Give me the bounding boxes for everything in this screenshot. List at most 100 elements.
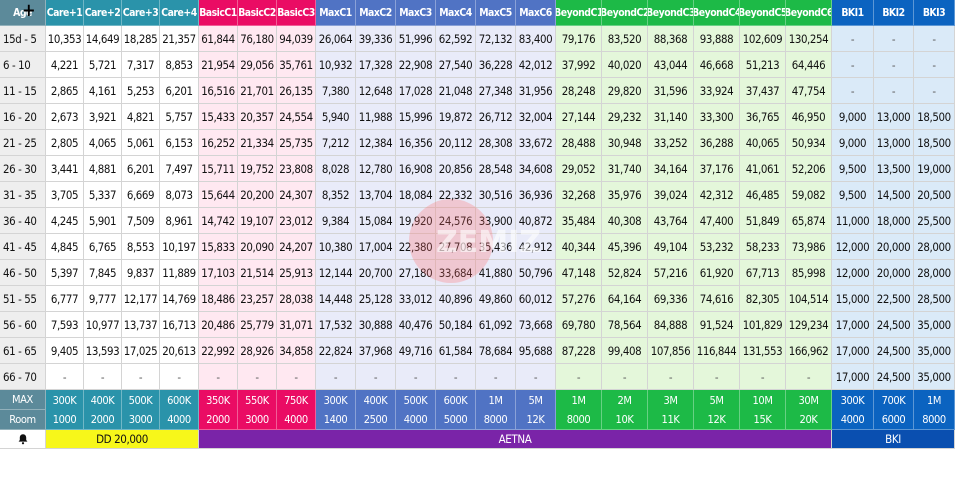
premium-cell: 36,228 bbox=[476, 52, 516, 78]
header-care3: Care+3 bbox=[122, 0, 160, 26]
premium-cell: 3,441 bbox=[46, 156, 84, 182]
max-value: 600K bbox=[160, 390, 199, 410]
premium-cell: 10,353 bbox=[46, 26, 84, 52]
premium-cell: 51,849 bbox=[740, 208, 786, 234]
premium-cell: 24,500 bbox=[874, 364, 914, 390]
premium-cell: 33,252 bbox=[648, 130, 694, 156]
max-value: 300K bbox=[832, 390, 874, 410]
premium-cell: 33,672 bbox=[516, 130, 556, 156]
premium-cell: 29,820 bbox=[602, 78, 648, 104]
premium-cell: 9,500 bbox=[832, 156, 874, 182]
premium-cell: - bbox=[602, 364, 648, 390]
premium-cell: 50,796 bbox=[516, 260, 556, 286]
premium-cell: 5,721 bbox=[84, 52, 122, 78]
premium-cell: 85,998 bbox=[786, 260, 832, 286]
premium-cell: 40,020 bbox=[602, 52, 648, 78]
premium-cell: - bbox=[874, 52, 914, 78]
premium-cell: 18,486 bbox=[199, 286, 238, 312]
premium-cell: 62,592 bbox=[436, 26, 476, 52]
room-value: 8000 bbox=[556, 410, 602, 430]
age-band: 31 - 35 bbox=[0, 182, 46, 208]
room-value: 6000 bbox=[874, 410, 914, 430]
premium-cell: 15,711 bbox=[199, 156, 238, 182]
age-band: 16 - 20 bbox=[0, 104, 46, 130]
premium-cell: 25,735 bbox=[277, 130, 316, 156]
premium-cell: 25,779 bbox=[238, 312, 277, 338]
premium-cell: 39,024 bbox=[648, 182, 694, 208]
premium-cell: 34,858 bbox=[277, 338, 316, 364]
premium-cell: 47,754 bbox=[786, 78, 832, 104]
premium-cell: 102,609 bbox=[740, 26, 786, 52]
premium-cell: - bbox=[396, 364, 436, 390]
premium-cell: 36,765 bbox=[740, 104, 786, 130]
room-value: 3000 bbox=[238, 410, 277, 430]
premium-cell: 50,184 bbox=[436, 312, 476, 338]
premium-cell: 3,921 bbox=[84, 104, 122, 130]
premium-cell: 40,872 bbox=[516, 208, 556, 234]
premium-cell: 31,740 bbox=[602, 156, 648, 182]
premium-cell: 17,328 bbox=[356, 52, 396, 78]
age-band: 6 - 10 bbox=[0, 52, 46, 78]
premium-cell: 4,245 bbox=[46, 208, 84, 234]
bell-icon[interactable] bbox=[0, 430, 46, 449]
premium-cell: 95,688 bbox=[516, 338, 556, 364]
premium-cell: 20,200 bbox=[238, 182, 277, 208]
header-maxc3: MaxC3 bbox=[396, 0, 436, 26]
max-value: 5M bbox=[694, 390, 740, 410]
premium-cell: 14,769 bbox=[160, 286, 199, 312]
premium-cell: 7,497 bbox=[160, 156, 199, 182]
premium-cell: 10,932 bbox=[316, 52, 356, 78]
max-value: 700K bbox=[874, 390, 914, 410]
premium-cell: 28,926 bbox=[238, 338, 277, 364]
header-beyondc5: BeyondC5 bbox=[740, 0, 786, 26]
premium-cell: 4,821 bbox=[122, 104, 160, 130]
premium-cell: 6,201 bbox=[122, 156, 160, 182]
premium-cell: 101,829 bbox=[740, 312, 786, 338]
header-bki2: BKI2 bbox=[874, 0, 914, 26]
premium-cell: - bbox=[648, 364, 694, 390]
room-value: 5000 bbox=[436, 410, 476, 430]
premium-cell: 19,752 bbox=[238, 156, 277, 182]
premium-cell: 20,000 bbox=[874, 234, 914, 260]
premium-cell: 94,039 bbox=[277, 26, 316, 52]
premium-cell: 24,500 bbox=[874, 338, 914, 364]
plus-icon[interactable]: + bbox=[22, 0, 36, 21]
premium-cell: 61,844 bbox=[199, 26, 238, 52]
premium-cell: 83,400 bbox=[516, 26, 556, 52]
premium-cell: 21,357 bbox=[160, 26, 199, 52]
header-age[interactable]: Age + bbox=[0, 0, 46, 26]
premium-cell: 17,025 bbox=[122, 338, 160, 364]
premium-cell: 6,777 bbox=[46, 286, 84, 312]
premium-cell: 9,777 bbox=[84, 286, 122, 312]
max-value: 1M bbox=[556, 390, 602, 410]
premium-cell: 21,514 bbox=[238, 260, 277, 286]
age-band: 46 - 50 bbox=[0, 260, 46, 286]
premium-cell: 88,368 bbox=[648, 26, 694, 52]
premium-cell: 79,176 bbox=[556, 26, 602, 52]
premium-cell: 87,228 bbox=[556, 338, 602, 364]
premium-cell: - bbox=[832, 26, 874, 52]
premium-cell: 22,500 bbox=[874, 286, 914, 312]
premium-cell: 6,201 bbox=[160, 78, 199, 104]
max-value: 3M bbox=[648, 390, 694, 410]
premium-cell: 52,824 bbox=[602, 260, 648, 286]
premium-cell: - bbox=[874, 78, 914, 104]
max-value: 300K bbox=[46, 390, 84, 410]
premium-cell: 29,052 bbox=[556, 156, 602, 182]
premium-cell: 9,837 bbox=[122, 260, 160, 286]
premium-cell: 18,500 bbox=[914, 104, 955, 130]
premium-cell: 35,000 bbox=[914, 312, 955, 338]
premium-cell: 99,408 bbox=[602, 338, 648, 364]
premium-cell: 42,312 bbox=[694, 182, 740, 208]
premium-cell: - bbox=[694, 364, 740, 390]
premium-cell: 33,012 bbox=[396, 286, 436, 312]
header-maxc1: MaxC1 bbox=[316, 0, 356, 26]
premium-cell: 13,737 bbox=[122, 312, 160, 338]
premium-cell: 9,405 bbox=[46, 338, 84, 364]
group-aetna: AETNA bbox=[199, 430, 832, 449]
premium-cell: 53,232 bbox=[694, 234, 740, 260]
premium-cell: 7,509 bbox=[122, 208, 160, 234]
premium-cell: 5,940 bbox=[316, 104, 356, 130]
age-band: 41 - 45 bbox=[0, 234, 46, 260]
premium-cell: 47,148 bbox=[556, 260, 602, 286]
